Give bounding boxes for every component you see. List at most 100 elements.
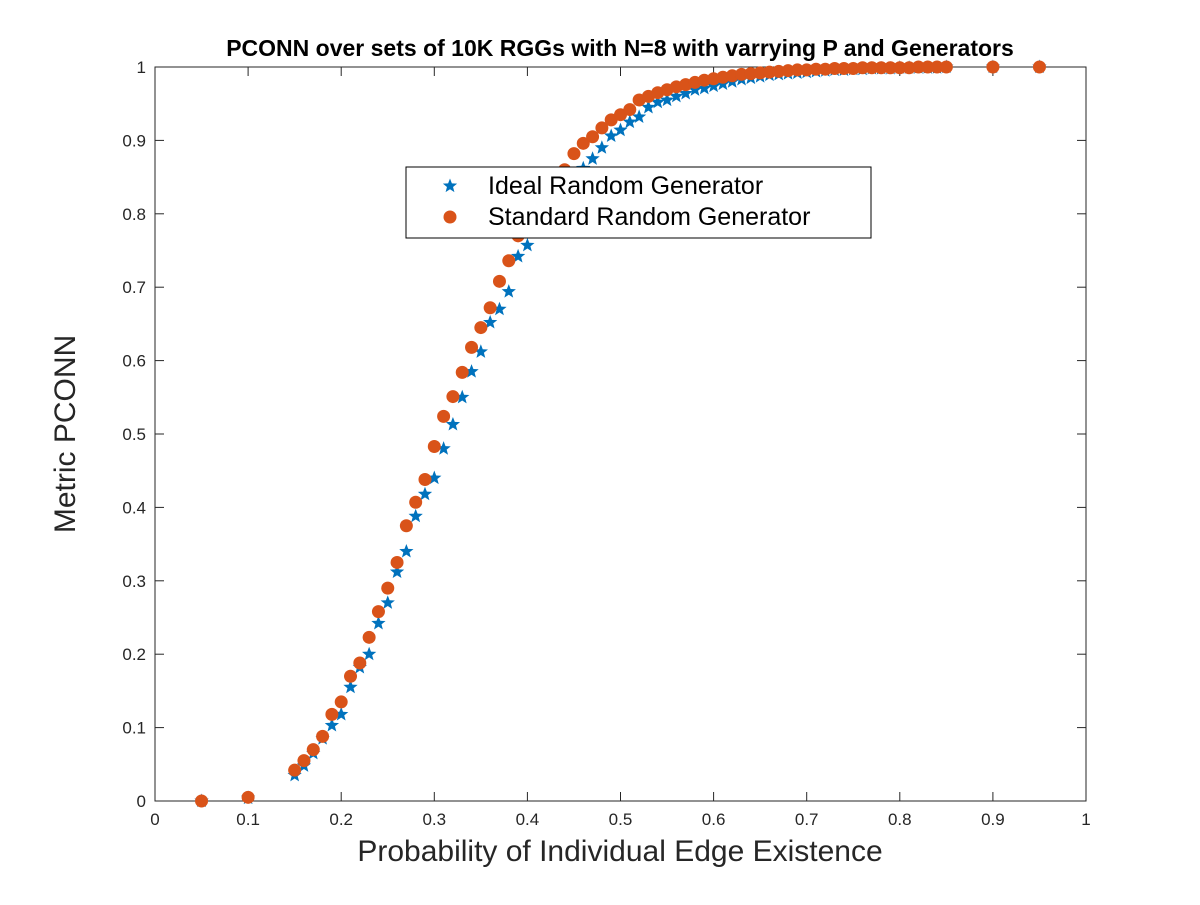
legend-marker-standard: [443, 210, 457, 224]
y-tick-label: 0.2: [122, 645, 146, 664]
circle-point: [483, 301, 497, 315]
circle-point: [744, 67, 758, 81]
star-point: [613, 122, 628, 137]
star-point: [334, 706, 349, 721]
legend-circle-marker: [443, 210, 457, 224]
x-axis-label: Probability of Individual Edge Existence: [357, 835, 882, 868]
star-point: [417, 486, 433, 501]
x-tick-label: 1: [1081, 810, 1090, 829]
x-tick-label: 0.8: [888, 810, 912, 829]
star-point: [380, 595, 395, 609]
circle-point: [735, 67, 749, 81]
legend-star-marker: [442, 178, 458, 193]
circle-point: [623, 103, 637, 117]
x-tick-label: 0.5: [609, 810, 633, 829]
x-tick-label: 0.3: [422, 810, 446, 829]
circle-point: [353, 656, 367, 670]
y-tick-label: 0.3: [122, 572, 146, 591]
star-point: [389, 564, 405, 579]
x-tick-label: 0.4: [516, 810, 540, 829]
star-point: [659, 92, 675, 107]
circle-point: [390, 555, 404, 569]
star-point: [650, 94, 665, 109]
star-point: [520, 237, 535, 252]
circle-point: [316, 729, 330, 743]
star-point: [343, 679, 358, 694]
series-standard: [195, 60, 1046, 808]
star-point: [492, 301, 507, 316]
star-point: [455, 389, 470, 404]
circle-point: [502, 254, 516, 268]
y-tick-label: 0.8: [122, 205, 146, 224]
legend-box: [405, 166, 872, 239]
star-point: [427, 470, 442, 485]
star-point: [706, 78, 721, 93]
star-point: [585, 151, 600, 165]
circle-point: [371, 605, 385, 619]
circle-point: [772, 64, 786, 78]
circle-point: [306, 743, 320, 757]
circle-point: [800, 63, 814, 77]
star-point: [473, 344, 488, 358]
star-point: [464, 364, 479, 378]
star-point: [669, 88, 684, 103]
circle-point: [362, 630, 376, 644]
circle-point: [437, 409, 451, 423]
star-point: [501, 284, 516, 298]
star-point: [594, 140, 610, 154]
circle-point: [418, 473, 432, 487]
circle-point: [344, 669, 358, 683]
circle-point: [911, 60, 925, 74]
circle-point: [790, 63, 804, 77]
circle-point: [846, 61, 860, 75]
circle-point: [921, 60, 935, 74]
circle-point: [195, 794, 209, 808]
circle-point: [865, 61, 879, 75]
chart-title: PCONN over sets of 10K RGGs with N=8 wit…: [226, 35, 1014, 61]
star-point: [324, 717, 340, 732]
star-point: [408, 508, 423, 523]
circle-point: [828, 61, 842, 75]
circle-point: [399, 519, 413, 533]
circle-point: [465, 340, 479, 354]
star-point: [622, 114, 637, 129]
circle-point: [902, 61, 916, 75]
legend-marker-ideal: [442, 178, 458, 193]
x-tick-label: 0.9: [981, 810, 1005, 829]
y-axis-label: Metric PCONN: [49, 335, 82, 533]
circle-point: [986, 60, 1000, 74]
circle-point: [427, 439, 441, 453]
star-point: [436, 441, 451, 455]
circle-point: [781, 64, 795, 78]
y-tick-label: 0.9: [122, 131, 146, 150]
star-point: [510, 248, 526, 263]
circle-point: [381, 581, 395, 595]
circle-point: [874, 61, 888, 75]
circle-point: [297, 754, 311, 768]
star-point: [641, 99, 656, 114]
y-tick-label: 0.4: [122, 498, 146, 517]
circle-point: [818, 62, 832, 76]
circle-point: [334, 695, 348, 709]
circle-point: [567, 147, 581, 161]
circle-point: [241, 790, 255, 804]
circle-point: [762, 65, 776, 79]
star-point: [631, 109, 647, 123]
x-tick-label: 0: [150, 810, 159, 829]
circle-point: [455, 365, 469, 379]
circle-point: [893, 61, 907, 75]
circle-point: [409, 495, 423, 509]
circle-point: [837, 61, 851, 75]
circle-point: [474, 321, 488, 335]
star-point: [399, 543, 414, 558]
circle-point: [939, 60, 953, 74]
circle-point: [595, 121, 609, 135]
x-tick-label: 0.7: [795, 810, 819, 829]
y-tick-label: 1: [137, 58, 146, 77]
circle-point: [856, 61, 870, 75]
star-point: [445, 416, 461, 431]
x-tick-label: 0.2: [329, 810, 353, 829]
x-tick-label: 0.1: [236, 810, 260, 829]
